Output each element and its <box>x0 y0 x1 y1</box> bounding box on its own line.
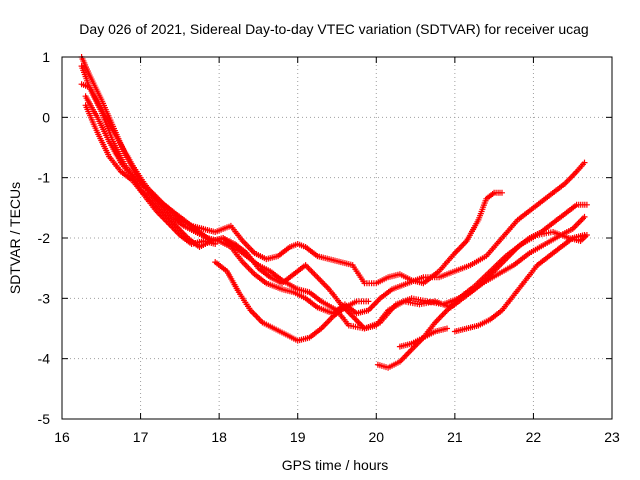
series-track-9 <box>451 232 588 335</box>
x-tick-label: 17 <box>133 429 149 445</box>
x-axis-label: GPS time / hours <box>282 457 389 473</box>
y-tick-label: -5 <box>38 411 51 427</box>
y-tick-label: 0 <box>42 109 50 125</box>
x-tick-label: 21 <box>447 429 463 445</box>
y-tick-label: -2 <box>38 230 51 246</box>
y-tick-label: -3 <box>38 290 51 306</box>
series-line <box>81 56 585 315</box>
series-markers <box>78 63 590 332</box>
y-tick-label: -1 <box>38 170 51 186</box>
series-markers <box>396 325 450 350</box>
chart-title: Day 026 of 2021, Sidereal Day-to-day VTE… <box>79 21 588 37</box>
series-track-3 <box>78 63 590 332</box>
x-tick-label: 22 <box>526 429 542 445</box>
series-track-7 <box>374 201 590 371</box>
series-markers <box>451 232 588 335</box>
x-tick-label: 19 <box>290 429 306 445</box>
x-tick-label: 20 <box>368 429 384 445</box>
series-markers <box>78 54 588 317</box>
series-track-8 <box>396 325 450 350</box>
x-tick-label: 16 <box>54 429 70 445</box>
series-markers <box>212 259 372 344</box>
series-markers <box>82 102 219 247</box>
series-track-6 <box>212 259 372 344</box>
y-tick-label: -4 <box>38 351 51 367</box>
x-tick-label: 23 <box>604 429 620 445</box>
y-axis-label: SDTVAR / TECUs <box>7 182 23 294</box>
axes: 16 17 18 19 20 21 22 23 1 0 -1 -2 -3 -4 -5 <box>38 49 620 445</box>
series-track-2 <box>78 54 588 317</box>
series-line <box>454 234 585 333</box>
data-series-layer <box>78 54 590 371</box>
y-tick-label: 1 <box>42 49 50 65</box>
x-tick-label: 18 <box>211 429 227 445</box>
series-track-5 <box>82 102 219 247</box>
